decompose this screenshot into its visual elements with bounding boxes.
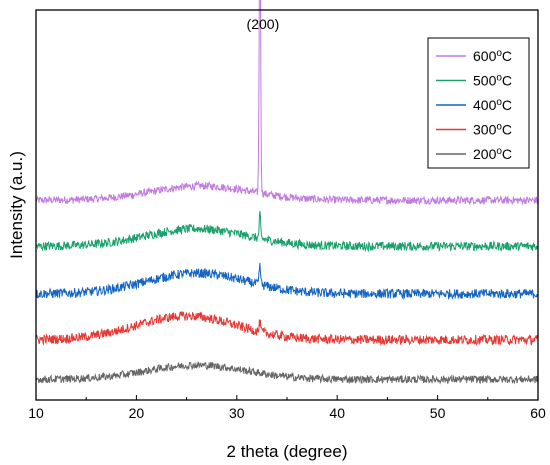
x-tick-label: 60 [530,405,546,421]
series-layer [35,0,539,385]
series-line-600 [35,0,539,206]
legend-label-600: 600oC [473,48,512,64]
legend-box [427,37,530,169]
series-line-500 [35,211,539,253]
series-line-400 [35,262,539,301]
y-axis-title: Intensity (a.u.) [7,151,26,259]
x-axis-title: 2 theta (degree) [227,442,348,461]
legend: 600oC 500oC 400oC 300oC 200oC [427,37,530,169]
x-tick-label: 30 [229,405,245,421]
legend-label-400: 400oC [473,97,512,113]
legend-label-300: 300oC [473,122,512,138]
x-tick-label: 10 [28,405,44,421]
series-line-200 [35,361,539,385]
x-tick-label: 40 [329,405,345,421]
peak-annotation: (200) [247,16,280,32]
x-ticks: 10 20 30 40 50 60 [28,395,546,421]
x-tick-label: 20 [129,405,145,421]
legend-label-500: 500oC [473,73,512,89]
series-line-300 [35,311,539,346]
legend-label-200: 200oC [473,146,512,162]
x-tick-label: 50 [430,405,446,421]
